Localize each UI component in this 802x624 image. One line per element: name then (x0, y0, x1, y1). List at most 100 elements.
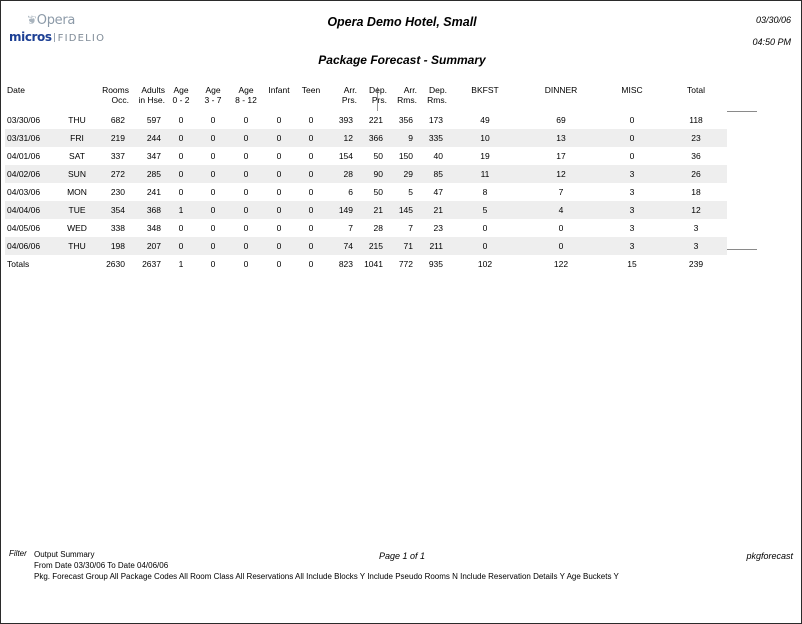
cell-bkfst: 10 (447, 129, 523, 147)
cell-misc: 3 (599, 165, 665, 183)
cell-date: 04/05/06 (5, 219, 61, 237)
totals-rooms-occ: 2630 (93, 255, 129, 274)
col-misc: MISC (621, 85, 643, 95)
cell-dow: THU (61, 111, 93, 129)
cell-infant: 0 (263, 219, 295, 237)
totals-age-3-7: 0 (197, 255, 229, 274)
cell-dep-prs: 28 (357, 219, 387, 237)
cell-dep-prs: 50 (357, 147, 387, 165)
cell-total: 23 (665, 129, 727, 147)
cell-infant: 0 (263, 147, 295, 165)
cell-age-0-2: 0 (165, 111, 197, 129)
cell-age-3-7: 0 (197, 129, 229, 147)
cell-age-0-2: 0 (165, 147, 197, 165)
cell-date: 03/30/06 (5, 111, 61, 129)
cell-age-0-2: 1 (165, 201, 197, 219)
cell-infant: 0 (263, 201, 295, 219)
cell-misc: 3 (599, 219, 665, 237)
cell-dow: TUE (61, 201, 93, 219)
cell-arr-rms: 5 (387, 183, 417, 201)
cell-dep-rms: 23 (417, 219, 447, 237)
cell-age-3-7: 0 (197, 165, 229, 183)
cell-dep-prs: 366 (357, 129, 387, 147)
cell-adults-in-hse: 207 (129, 237, 165, 255)
cell-infant: 0 (263, 111, 295, 129)
cell-arr-prs: 7 (327, 219, 357, 237)
cell-arr-prs: 393 (327, 111, 357, 129)
table-totals-row: Totals 2630 2637 1 0 0 0 0 823 1041 772 935 102 122 15… (5, 255, 727, 274)
cell-adults-in-hse: 241 (129, 183, 165, 201)
cell-rooms-occ: 272 (93, 165, 129, 183)
table-row: 03/31/06 FRI 219 244 0 0 0 0 0 12 366 9 335 10 13 0 23 (5, 129, 727, 147)
cell-total: 18 (665, 183, 727, 201)
cell-rooms-occ: 354 (93, 201, 129, 219)
filter-line-2: From Date 03/30/06 To Date 04/06/06 (34, 561, 169, 570)
cell-arr-rms: 71 (387, 237, 417, 255)
cell-age-3-7: 0 (197, 201, 229, 219)
cell-bkfst: 11 (447, 165, 523, 183)
cell-dep-rms: 85 (417, 165, 447, 183)
cell-age-8-12: 0 (229, 147, 263, 165)
cell-misc: 0 (599, 129, 665, 147)
cell-age-8-12: 0 (229, 183, 263, 201)
cell-date: 04/03/06 (5, 183, 61, 201)
cell-date: 04/06/06 (5, 237, 61, 255)
cell-dep-rms: 40 (417, 147, 447, 165)
cell-date: 03/31/06 (5, 129, 61, 147)
table-row: 04/05/06 WED 338 348 0 0 0 0 0 7 28 7 23 0 0 3 3 (5, 219, 727, 237)
cell-age-3-7: 0 (197, 111, 229, 129)
header-group-divider (377, 87, 378, 111)
table-row: 04/04/06 TUE 354 368 1 0 0 0 0 149 21 145 21 5 4 3 12 (5, 201, 727, 219)
cell-infant: 0 (263, 165, 295, 183)
col-arr-rms: Arr. Rms. (397, 85, 417, 105)
cell-infant: 0 (263, 237, 295, 255)
cell-adults-in-hse: 285 (129, 165, 165, 183)
totals-arr-prs: 823 (327, 255, 357, 274)
table-row: 04/02/06 SUN 272 285 0 0 0 0 0 28 90 29 85 11 12 3 26 (5, 165, 727, 183)
cell-teen: 0 (295, 201, 327, 219)
page-number: Page 1 of 1 (378, 551, 426, 561)
cell-bkfst: 0 (447, 237, 523, 255)
col-age-8-12: Age 8 - 12 (235, 85, 257, 105)
cell-dinner: 0 (523, 237, 599, 255)
cell-date: 04/01/06 (5, 147, 61, 165)
cell-age-8-12: 0 (229, 237, 263, 255)
cell-arr-prs: 74 (327, 237, 357, 255)
cell-dep-rms: 21 (417, 201, 447, 219)
cell-age-8-12: 0 (229, 129, 263, 147)
cell-rooms-occ: 337 (93, 147, 129, 165)
report-date: 03/30/06 (755, 15, 791, 25)
totals-teen: 0 (295, 255, 327, 274)
cell-age-8-12: 0 (229, 111, 263, 129)
table-row: 04/03/06 MON 230 241 0 0 0 0 0 6 50 5 47 8 7 3 18 (5, 183, 727, 201)
logo-bottom-row: micros FIDELIO (9, 29, 105, 45)
col-adults-in-house: Adults in Hse. (138, 85, 165, 105)
cell-age-3-7: 0 (197, 147, 229, 165)
cell-dinner: 7 (523, 183, 599, 201)
col-arr-prs: Arr. Prs. (341, 85, 357, 105)
totals-dow (61, 255, 93, 274)
cell-total: 36 (665, 147, 727, 165)
totals-arr-rms: 772 (387, 255, 417, 274)
cell-misc: 3 (599, 237, 665, 255)
report-time: 04:50 PM (752, 37, 791, 47)
cell-rooms-occ: 682 (93, 111, 129, 129)
col-total: Total (687, 85, 705, 95)
totals-infant: 0 (263, 255, 295, 274)
totals-total: 239 (665, 255, 727, 274)
col-dinner: DINNER (544, 85, 578, 95)
cell-dep-prs: 21 (357, 201, 387, 219)
totals-dep-prs: 1041 (357, 255, 387, 274)
hotel-name: Opera Demo Hotel, Small (327, 15, 477, 29)
filter-label: Filter (9, 549, 27, 558)
totals-dinner: 122 (523, 255, 599, 274)
cell-dow: FRI (61, 129, 93, 147)
cell-arr-prs: 154 (327, 147, 357, 165)
cell-teen: 0 (295, 129, 327, 147)
cell-rooms-occ: 230 (93, 183, 129, 201)
totals-adults-in-hse: 2637 (129, 255, 165, 274)
cell-rooms-occ: 219 (93, 129, 129, 147)
cell-age-3-7: 0 (197, 237, 229, 255)
totals-misc: 15 (599, 255, 665, 274)
